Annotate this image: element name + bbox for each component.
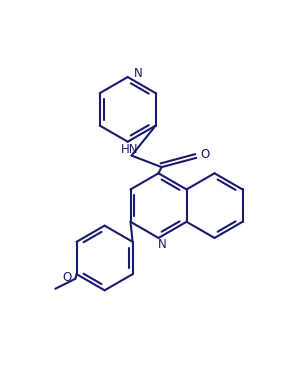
Text: HN: HN	[121, 143, 139, 156]
Text: N: N	[134, 67, 143, 81]
Text: O: O	[62, 271, 71, 284]
Text: N: N	[158, 238, 167, 251]
Text: O: O	[201, 148, 210, 161]
